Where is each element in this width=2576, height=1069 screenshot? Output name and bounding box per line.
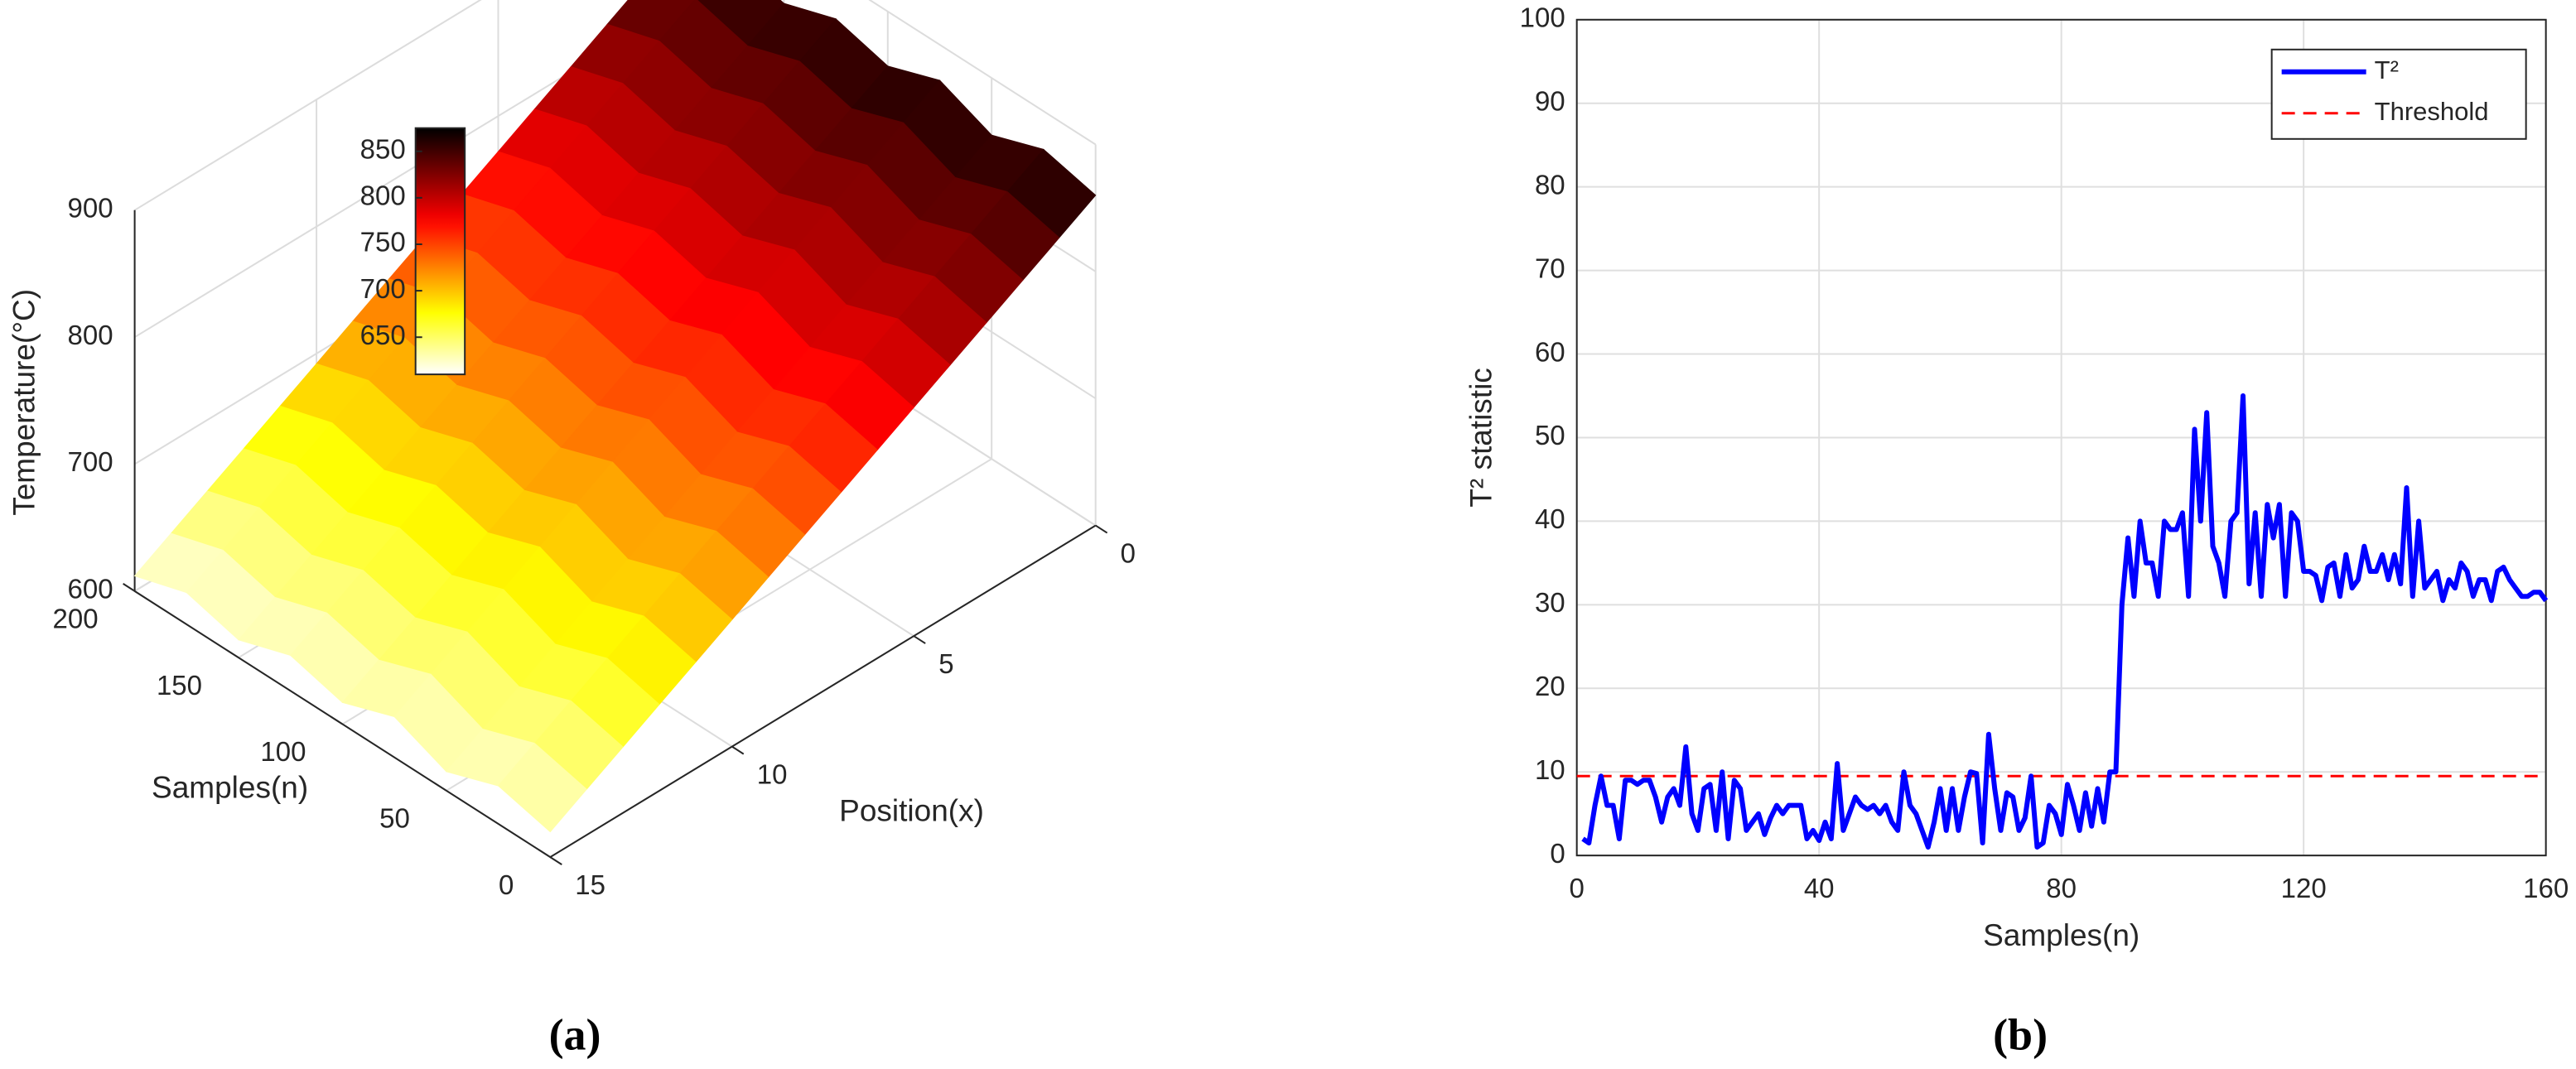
legend-label: Threshold — [2375, 97, 2489, 126]
y-tick-label: 200 — [53, 604, 99, 634]
caption: (b) — [1993, 1010, 2048, 1060]
x-tick-label: 0 — [1121, 537, 1136, 568]
colorbar — [414, 127, 466, 376]
tick-mark — [1095, 524, 1108, 534]
x-tick-label: 160 — [2523, 873, 2569, 903]
tick-mark — [123, 583, 136, 592]
tick-mark — [549, 856, 562, 865]
z-tick-label: 900 — [68, 193, 113, 224]
colorbar-tick-label: 700 — [360, 273, 406, 304]
x-tick-label: 15 — [575, 869, 605, 900]
y-tick-label: 30 — [1535, 587, 1565, 618]
colorbar-tick-label: 650 — [360, 320, 406, 350]
x-tick-label: 80 — [2046, 873, 2077, 903]
surface-patch — [497, 742, 587, 833]
y-axis-label: T² statistic — [1464, 368, 1498, 508]
y-tick-label: 150 — [157, 670, 202, 701]
z-tick-label: 800 — [68, 320, 113, 350]
x-tick-label: 5 — [938, 648, 953, 679]
y-tick-label: 50 — [379, 803, 410, 834]
x-tick-label: 40 — [1804, 873, 1835, 903]
axis-line — [133, 209, 1097, 859]
z-tick-label: 700 — [68, 446, 113, 477]
legend-label: T² — [2375, 55, 2399, 84]
y-tick-label: 40 — [1535, 503, 1565, 534]
y-axis-label: Samples(n) — [152, 771, 308, 805]
axes-box — [1575, 18, 2547, 857]
y-tick-label: 90 — [1535, 85, 1565, 116]
x-axis-label: Samples(n) — [1983, 918, 2139, 952]
x-tick-label: 0 — [1570, 873, 1585, 903]
y-tick-label: 0 — [499, 869, 514, 900]
y-tick-label: 60 — [1535, 336, 1565, 367]
colorbar-tick-label: 800 — [360, 181, 406, 211]
colorbar-tick-label: 750 — [360, 227, 406, 258]
y-tick-label: 80 — [1535, 169, 1565, 200]
tick-mark — [913, 635, 926, 644]
colorbar-tick-label: 850 — [360, 133, 406, 164]
caption: (a) — [549, 1010, 601, 1060]
y-tick-label: 100 — [1520, 2, 1565, 33]
legend-box — [2270, 48, 2527, 140]
z-axis-label: Temperature(°C) — [7, 289, 41, 516]
x-axis-label: Position(x) — [839, 793, 984, 827]
y-tick-label: 50 — [1535, 420, 1565, 450]
tick-mark — [731, 745, 745, 755]
y-tick-label: 100 — [260, 736, 306, 767]
y-tick-label: 70 — [1535, 253, 1565, 283]
y-tick-label: 10 — [1535, 754, 1565, 785]
y-tick-label: 20 — [1535, 671, 1565, 701]
x-tick-label: 10 — [757, 758, 788, 789]
x-tick-label: 120 — [2281, 873, 2327, 903]
y-tick-label: 0 — [1550, 838, 1565, 869]
data-line — [1581, 393, 2549, 850]
z-tick-label: 600 — [68, 574, 113, 604]
